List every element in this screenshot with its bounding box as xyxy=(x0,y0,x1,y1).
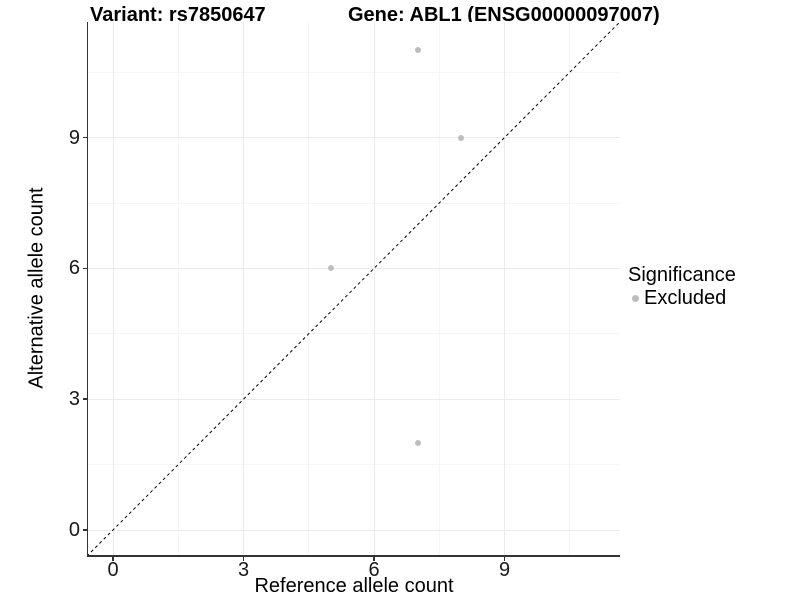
legend: Significance Excluded xyxy=(628,264,736,309)
gridline-minor-vertical xyxy=(569,22,571,555)
gridline-minor-horizontal xyxy=(88,202,620,204)
legend-item-label: Excluded xyxy=(644,287,727,309)
gridline-major-vertical xyxy=(243,22,244,555)
gridline-minor-vertical xyxy=(438,22,440,555)
gridline-minor-horizontal xyxy=(88,333,620,335)
gridline-minor-vertical xyxy=(308,22,310,555)
y-tick-label: 6 xyxy=(68,257,80,280)
x-tick-label: 6 xyxy=(368,559,380,581)
x-axis-tick xyxy=(242,556,245,561)
legend-title: Significance xyxy=(628,264,736,286)
data-point xyxy=(414,439,421,446)
gridline-major-vertical xyxy=(373,22,375,555)
x-axis-tick xyxy=(373,556,375,561)
legend-point-icon xyxy=(632,294,639,302)
y-axis-title: Alternative allele count xyxy=(25,187,48,389)
x-axis-title: Reference allele count xyxy=(254,575,454,597)
y-axis-tick xyxy=(82,529,87,531)
y-axis-tick xyxy=(82,136,87,139)
y-tick-label: 0 xyxy=(68,519,80,541)
data-point xyxy=(327,265,334,272)
y-axis-tick xyxy=(82,398,87,400)
gridline-major-horizontal xyxy=(88,398,620,400)
x-tick-label: 3 xyxy=(237,559,250,581)
x-axis-tick xyxy=(503,556,506,561)
x-axis-line xyxy=(86,555,620,557)
gridline-minor-vertical xyxy=(177,22,179,555)
gridline-minor-horizontal xyxy=(88,464,620,466)
y-axis-tick xyxy=(82,267,87,270)
gridline-major-vertical xyxy=(112,22,114,555)
data-point xyxy=(458,134,464,141)
gridline-major-horizontal xyxy=(88,137,620,139)
data-point xyxy=(414,47,421,54)
x-tick-label: 9 xyxy=(498,559,511,581)
y-tick-label: 3 xyxy=(68,388,80,411)
gridline-minor-horizontal xyxy=(88,71,620,73)
plot-panel xyxy=(88,22,620,555)
y-tick-label: 9 xyxy=(68,126,80,149)
x-axis-tick xyxy=(112,556,114,561)
gridline-major-vertical xyxy=(504,22,505,555)
plot-title-gene: Gene: ABL1 (ENSG00000097007) xyxy=(348,4,660,26)
gridline-major-horizontal xyxy=(88,529,620,531)
legend-item-excluded: Excluded xyxy=(628,287,736,309)
gridline-major-horizontal xyxy=(88,267,620,269)
identity-reference-line xyxy=(88,22,620,555)
plot-title-variant: Variant: rs7850647 xyxy=(90,4,266,26)
x-tick-label: 0 xyxy=(107,559,119,581)
y-axis-line xyxy=(86,22,88,557)
